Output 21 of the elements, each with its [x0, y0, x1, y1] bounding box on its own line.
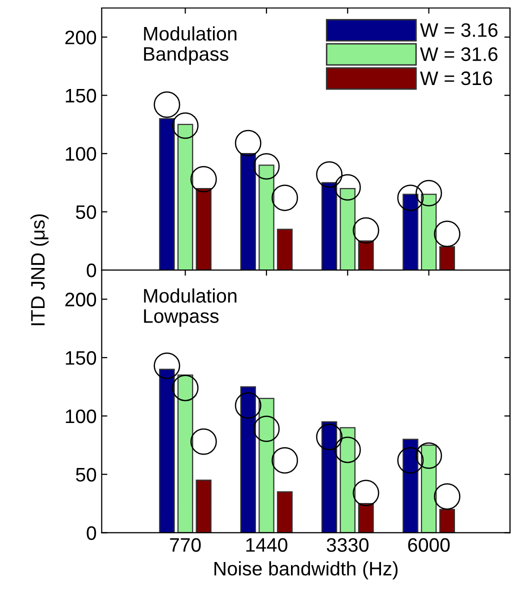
y-tick-label: 0 [86, 526, 96, 540]
x-tick-label: 3330 [326, 538, 369, 552]
y-tick-label: 200 [65, 292, 96, 306]
y-tick-label: 150 [66, 88, 96, 103]
x-tick-label: 1440 [246, 538, 288, 552]
y-tick-label: 200 [65, 30, 96, 44]
legend-label: W = 316 [420, 71, 492, 86]
y-axis-title: ITD JND (μs) [30, 214, 49, 326]
y-tick-label: 150 [66, 351, 96, 365]
legend-label: W = 31.6 [420, 47, 498, 62]
y-tick-label: 100 [66, 409, 96, 424]
x-tick-label: 6000 [408, 538, 450, 552]
x-axis-title: Noise bandwidth (Hz) [214, 561, 398, 580]
y-tick-label: 50 [76, 205, 96, 220]
legend-label: W = 3.16 [420, 23, 498, 37]
y-tick-label: 0 [86, 263, 96, 278]
annotation: Modulation Bandpass [144, 26, 236, 65]
y-tick-label: 50 [76, 468, 96, 482]
x-tick-label: 770 [170, 538, 201, 552]
annotation: Modulation Lowpass [144, 288, 236, 327]
y-tick-label: 100 [66, 147, 96, 161]
